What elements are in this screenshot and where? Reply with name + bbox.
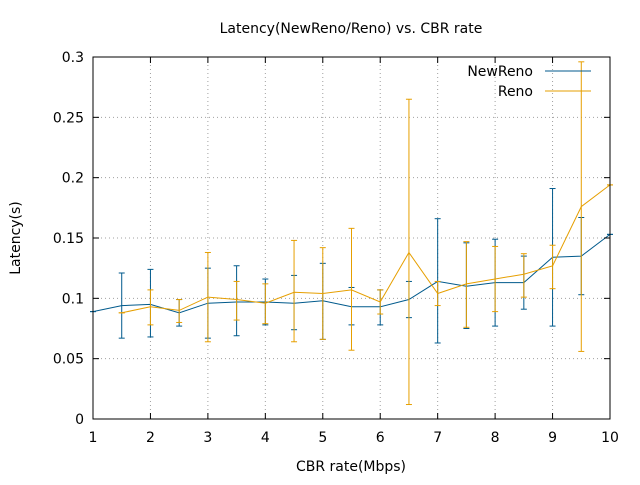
legend: NewReno Reno — [467, 64, 591, 100]
x-tick-label: 1 — [89, 430, 98, 446]
x-tick-label: 6 — [376, 430, 385, 446]
x-tick-label: 9 — [548, 430, 557, 446]
series-line — [121, 184, 611, 314]
x-tick-label: 8 — [491, 430, 500, 446]
series-reno — [118, 61, 613, 406]
series-layer — [90, 61, 613, 406]
y-tick-label: 0.3 — [62, 50, 84, 66]
x-tick-label: 10 — [601, 430, 619, 446]
y-tick-label: 0.25 — [53, 110, 84, 126]
x-axis-label: CBR rate(Mbps) — [296, 459, 406, 475]
y-tick-label: 0.2 — [62, 171, 84, 187]
legend-label: NewReno — [467, 64, 533, 80]
x-tick-label: 7 — [433, 430, 442, 446]
x-tick-label: 5 — [318, 430, 327, 446]
ticks: 0 0.05 0.1 0.15 0.2 0.25 0.3 1 2 3 4 5 6 7 8 9 10 — [53, 50, 619, 446]
chart-title: Latency(NewReno/Reno) vs. CBR rate — [220, 21, 483, 37]
y-axis-label: Latency(s) — [8, 201, 24, 275]
y-tick-label: 0.15 — [53, 231, 84, 247]
x-tick-label: 3 — [203, 430, 212, 446]
y-tick-label: 0 — [75, 412, 84, 428]
y-tick-label: 0.1 — [62, 291, 84, 307]
x-tick-label: 4 — [261, 430, 270, 446]
legend-label: Reno — [498, 84, 533, 100]
x-tick-label: 2 — [146, 430, 155, 446]
y-tick-label: 0.05 — [53, 352, 84, 368]
